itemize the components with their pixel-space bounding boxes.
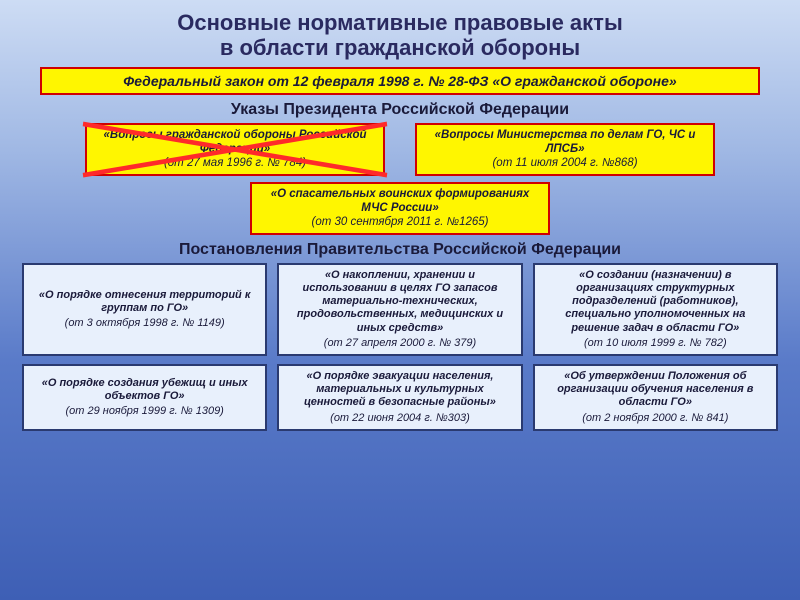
- title-line-2: в области гражданской обороны: [220, 35, 580, 60]
- resolution-box-3: «О создании (назначении) в организациях …: [533, 263, 778, 356]
- decree-box-1: «Вопросы гражданской обороны Российской …: [85, 123, 385, 176]
- decree-1-sub: (от 27 мая 1996 г. № 784): [164, 157, 306, 169]
- federal-law-banner: Федеральный закон от 12 февраля 1998 г. …: [40, 67, 760, 95]
- resolution-2-name: «О накоплении, хранении и использовании …: [285, 269, 514, 335]
- resolution-box-5: «О порядке эвакуации населения, материал…: [277, 364, 522, 431]
- decree-2-sub: (от 11 июля 2004 г. №868): [492, 157, 637, 169]
- decree-1-name: «Вопросы гражданской обороны Российской …: [104, 129, 367, 155]
- section-title-resolutions: Постановления Правительства Российской Ф…: [0, 241, 800, 259]
- resolution-5-name: «О порядке эвакуации населения, материал…: [285, 370, 514, 410]
- decree-box-2: «Вопросы Министерства по делам ГО, ЧС и …: [415, 123, 715, 176]
- decrees-row-mid: «О спасательных воинских формированиях М…: [0, 182, 800, 235]
- decree-3-name: «О спасательных воинских формированиях М…: [271, 188, 530, 214]
- section-title-decrees: Указы Президента Российской Федерации: [0, 101, 800, 119]
- resolution-5-sub: (от 22 июня 2004 г. №303): [285, 412, 514, 425]
- resolution-2-sub: (от 27 апреля 2000 г. № 379): [285, 337, 514, 350]
- resolution-4-name: «О порядке создания убежищ и иных объект…: [30, 377, 259, 403]
- decree-box-1-wrap: «Вопросы гражданской обороны Российской …: [85, 123, 385, 176]
- resolutions-grid: «О порядке отнесения территорий к группа…: [0, 263, 800, 431]
- resolution-1-name: «О порядке отнесения территорий к группа…: [30, 289, 259, 315]
- resolution-box-2: «О накоплении, хранении и использовании …: [277, 263, 522, 356]
- resolution-box-6: «Об утверждении Положения об организации…: [533, 364, 778, 431]
- page-title: Основные нормативные правовые акты в обл…: [0, 0, 800, 67]
- resolution-6-name: «Об утверждении Положения об организации…: [541, 370, 770, 410]
- decree-box-3: «О спасательных воинских формированиях М…: [250, 182, 550, 235]
- resolution-1-sub: (от 3 октября 1998 г. № 1149): [30, 317, 259, 330]
- resolution-3-sub: (от 10 июля 1999 г. № 782): [541, 337, 770, 350]
- resolution-box-4: «О порядке создания убежищ и иных объект…: [22, 364, 267, 431]
- resolution-box-1: «О порядке отнесения территорий к группа…: [22, 263, 267, 356]
- decree-2-name: «Вопросы Министерства по делам ГО, ЧС и …: [435, 129, 696, 155]
- decree-3-sub: (от 30 сентября 2011 г. №1265): [312, 216, 489, 228]
- resolution-4-sub: (от 29 ноября 1999 г. № 1309): [30, 405, 259, 418]
- title-line-1: Основные нормативные правовые акты: [177, 10, 622, 35]
- decrees-row-top: «Вопросы гражданской обороны Российской …: [0, 123, 800, 176]
- resolution-3-name: «О создании (назначении) в организациях …: [541, 269, 770, 335]
- resolution-6-sub: (от 2 ноября 2000 г. № 841): [541, 412, 770, 425]
- federal-law-text: Федеральный закон от 12 февраля 1998 г. …: [123, 73, 676, 89]
